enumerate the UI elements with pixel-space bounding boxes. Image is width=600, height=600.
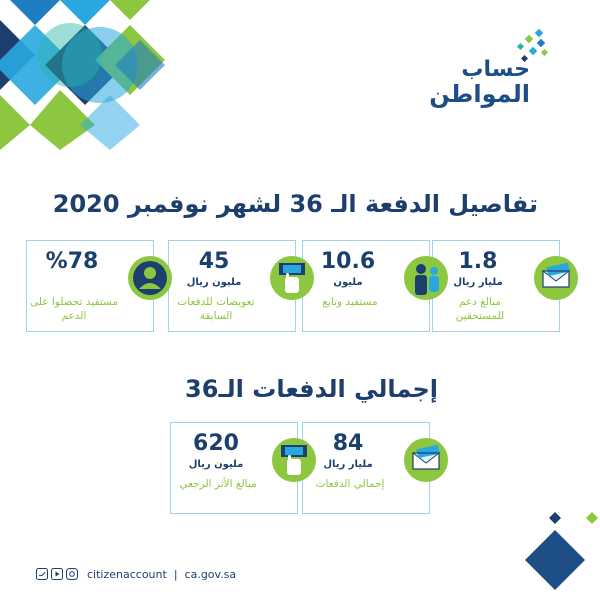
stat-label: مستفيد وتابع bbox=[322, 296, 378, 308]
logo-line-2: المواطن bbox=[429, 80, 530, 108]
envelope-cash-icon bbox=[404, 438, 448, 482]
stat-label: مبالغ دعم للمستحقين bbox=[455, 296, 505, 322]
stat-label: مستفيد تحصلوا على الدعم bbox=[30, 296, 118, 322]
footer-handle[interactable]: citizenaccount bbox=[87, 567, 167, 581]
stat-value: 1.8 bbox=[458, 249, 498, 274]
stat-label: مبالغ الأثر الرجعي bbox=[179, 478, 257, 490]
footer-separator: | bbox=[173, 567, 178, 581]
stat-value: 10.6 bbox=[320, 249, 376, 274]
stat-unit: مليون bbox=[333, 277, 363, 288]
logo-line-1: حساب bbox=[461, 57, 530, 82]
stat-card-total-payments: 84 مليار ريال إجمالي الدفعات bbox=[302, 422, 448, 514]
footer: citizenaccount | ca.gov.sa bbox=[36, 566, 236, 582]
stat-card-beneficiaries: 10.6 مليون مستفيد وتابع bbox=[302, 240, 448, 332]
stat-card-compensation: 45 مليون ريال تعويضات للدفعات السابقة bbox=[168, 240, 314, 332]
stat-card-retroactive: 620 مليون ريال مبالغ الأثر الرجعي bbox=[170, 422, 316, 514]
instagram-icon[interactable] bbox=[66, 568, 78, 580]
citizen-account-logo: حساب المواطن bbox=[428, 24, 558, 108]
decorative-mosaic bbox=[0, 0, 170, 150]
logo-dots-icon bbox=[516, 28, 549, 63]
heading-total-payments: إجمالي الدفعات الـ36 bbox=[185, 375, 438, 403]
twitter-icon[interactable] bbox=[36, 568, 48, 580]
stat-unit: مليون ريال bbox=[186, 277, 242, 288]
decorative-diamonds bbox=[525, 512, 598, 590]
stat-value: 45 bbox=[198, 249, 230, 274]
user-icon bbox=[128, 256, 172, 300]
stat-label: تعويضات للدفعات السابقة bbox=[177, 296, 255, 322]
stat-label: إجمالي الدفعات bbox=[315, 478, 385, 490]
hand-money-icon bbox=[270, 256, 314, 300]
stat-unit: مليون ريال bbox=[188, 459, 244, 470]
envelope-cash-icon bbox=[534, 256, 578, 300]
hand-money-icon bbox=[272, 438, 316, 482]
stat-card-support-amount: 1.8 مليار ريال مبالغ دعم للمستحقين bbox=[432, 240, 578, 332]
stat-unit: مليار ريال bbox=[453, 277, 503, 288]
footer-website[interactable]: ca.gov.sa bbox=[184, 567, 237, 581]
youtube-icon[interactable] bbox=[51, 568, 63, 580]
stat-card-received-percent: %78 مستفيد تحصلوا على الدعم bbox=[26, 240, 172, 332]
stat-unit: مليار ريال bbox=[323, 459, 373, 470]
stat-value: %78 bbox=[45, 249, 99, 274]
people-icon bbox=[404, 256, 448, 300]
heading-payment-details: تفاصيل الدفعة الـ 36 لشهر نوفمبر 2020 bbox=[52, 190, 538, 218]
stat-value: 620 bbox=[193, 431, 239, 456]
stat-value: 84 bbox=[332, 431, 364, 456]
